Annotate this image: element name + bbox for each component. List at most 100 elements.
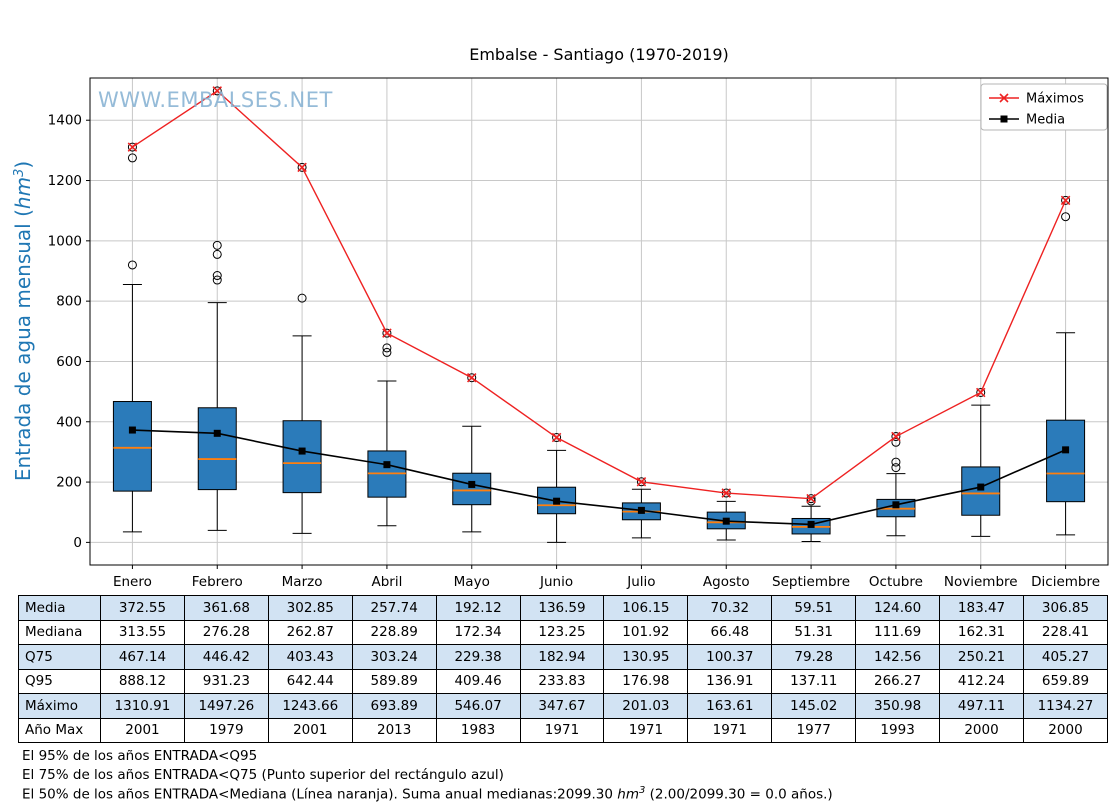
- svg-text:200: 200: [56, 475, 82, 491]
- table-cell: 306.85: [1022, 595, 1109, 621]
- y-axis-label-text: Entrada de agua mensual (: [11, 209, 35, 481]
- legend-item-media: Media: [989, 113, 1065, 128]
- outlier-marker: [382, 347, 392, 357]
- table-cell: 163.61: [687, 693, 773, 719]
- svg-text:1400: 1400: [48, 113, 82, 129]
- media-line: [132, 429, 1066, 526]
- statistics-table: Media 372.55 361.68 302.85 257.74 192.12 136.5…: [18, 595, 1109, 743]
- table-cell: 372.55: [100, 595, 185, 621]
- outlier-marker: [467, 373, 477, 383]
- outlier-marker: [891, 457, 901, 467]
- table-cell: 1983: [435, 717, 521, 743]
- table-cell: 888.12: [100, 668, 185, 694]
- table-cell: 1971: [519, 717, 605, 743]
- x-tick-labels: Enero Febrero Marzo Abril Mayo Junio Julio Agos…: [113, 565, 1100, 590]
- table-cell: 100.37: [687, 644, 773, 670]
- box: [452, 472, 492, 506]
- table-cell: 66.48: [687, 619, 773, 645]
- table-cell: 106.15: [603, 595, 689, 621]
- boxplots: [112, 86, 1086, 543]
- box: [282, 420, 322, 494]
- outlier-marker: [806, 496, 816, 506]
- table-cell: 162.31: [939, 619, 1024, 645]
- table-cell: 350.98: [855, 693, 941, 719]
- row-label: Máximo: [18, 693, 101, 719]
- table-cell: 145.02: [771, 693, 857, 719]
- box: [1046, 419, 1086, 503]
- series-lines: [127, 86, 1071, 528]
- table-cell: 79.28: [771, 644, 857, 670]
- table-cell: 124.60: [855, 595, 941, 621]
- table-row: Máximo 1310.91 1497.26 1243.66 693.89 546.07 3…: [18, 693, 1109, 719]
- table-cell: 250.21: [939, 644, 1024, 670]
- outlier-marker: [212, 249, 222, 259]
- table-row: Mediana 313.55 276.28 262.87 228.89 172.34 123…: [18, 619, 1109, 645]
- row-label: Mediana: [18, 619, 101, 645]
- note-mediana-text: El 50% de los años ENTRADA<Mediana (Líne…: [22, 786, 618, 803]
- table-cell: 2001: [267, 717, 353, 743]
- outlier-marker: [212, 275, 222, 285]
- table-cell: 1977: [771, 717, 857, 743]
- table-cell: 183.47: [939, 595, 1024, 621]
- table-cell: 412.24: [939, 668, 1024, 694]
- table-cell: 347.67: [519, 693, 605, 719]
- outlier-marker: [1061, 195, 1071, 205]
- table-cell: 1243.66: [267, 693, 353, 719]
- table-cell: 405.27: [1022, 644, 1109, 670]
- svg-text:400: 400: [56, 414, 82, 430]
- table-row: Q75 467.14 446.42 403.43 303.24 229.38 182.94 1…: [18, 644, 1109, 670]
- y-tick-labels: 0 200 400 600 800 1000 1200 1400: [48, 113, 90, 551]
- box: [197, 407, 237, 491]
- table-cell: 228.89: [351, 619, 437, 645]
- svg-text:1000: 1000: [48, 233, 82, 249]
- y-axis-unit: hm: [11, 177, 35, 209]
- note-unit: hm: [617, 786, 639, 803]
- note-q95: El 95% de los años ENTRADA<Q95: [22, 748, 258, 764]
- footnotes: El 95% de los años ENTRADA<Q95 El 75% de…: [22, 748, 833, 805]
- table-cell: 589.89: [351, 668, 437, 694]
- legend-label-media: Media: [1026, 113, 1065, 128]
- svg-text:0: 0: [73, 535, 82, 551]
- table-cell: 136.91: [687, 668, 773, 694]
- table-cell: 403.43: [267, 644, 353, 670]
- svg-text:Abril: Abril: [371, 574, 402, 590]
- table-cell: 266.27: [855, 668, 941, 694]
- table-cell: 257.74: [351, 595, 437, 621]
- table-cell: 228.41: [1022, 619, 1109, 645]
- table-cell: 361.68: [183, 595, 269, 621]
- outlier-marker: [212, 240, 222, 250]
- svg-text:Agosto: Agosto: [703, 574, 750, 590]
- boxplot-chart: 0 200 400 600 800 1000 1200 1400 Enero Febrero Mar…: [11, 45, 1109, 590]
- x-marker-icon: [999, 93, 1009, 103]
- table-cell: 136.59: [519, 595, 605, 621]
- outlier-marker: [382, 343, 392, 353]
- outlier-marker: [891, 437, 901, 447]
- svg-text:Marzo: Marzo: [282, 574, 323, 590]
- table-cell: 446.42: [183, 644, 269, 670]
- y-axis-label-close: ): [11, 161, 35, 169]
- row-label: Media: [18, 595, 101, 621]
- box: [961, 466, 1001, 516]
- watermark: WWW.EMBALSES.NET: [98, 88, 333, 112]
- svg-text:Noviembre: Noviembre: [944, 574, 1018, 590]
- outlier-marker: [127, 153, 137, 163]
- plot-area: 0 200 400 600 800 1000 1200 1400 Enero Febrero Mar…: [48, 77, 1109, 590]
- row-label: Q95: [18, 668, 101, 694]
- table-cell: 123.25: [519, 619, 605, 645]
- outlier-marker: [127, 142, 137, 152]
- table-cell: 201.03: [603, 693, 689, 719]
- table-cell: 142.56: [855, 644, 941, 670]
- legend-item-maximos: Máximos: [989, 92, 1084, 107]
- outlier-marker: [382, 328, 392, 338]
- table-cell: 1979: [183, 717, 269, 743]
- table-cell: 497.11: [939, 693, 1024, 719]
- row-label: Q75: [18, 644, 101, 670]
- table-cell: 467.14: [100, 644, 185, 670]
- table-cell: 172.34: [435, 619, 521, 645]
- table-cell: 70.32: [687, 595, 773, 621]
- svg-text:Octubre: Octubre: [869, 574, 923, 590]
- outlier-marker: [297, 293, 307, 303]
- outlier-marker: [891, 463, 901, 473]
- table-cell: 233.83: [519, 668, 605, 694]
- outlier-marker: [297, 162, 307, 172]
